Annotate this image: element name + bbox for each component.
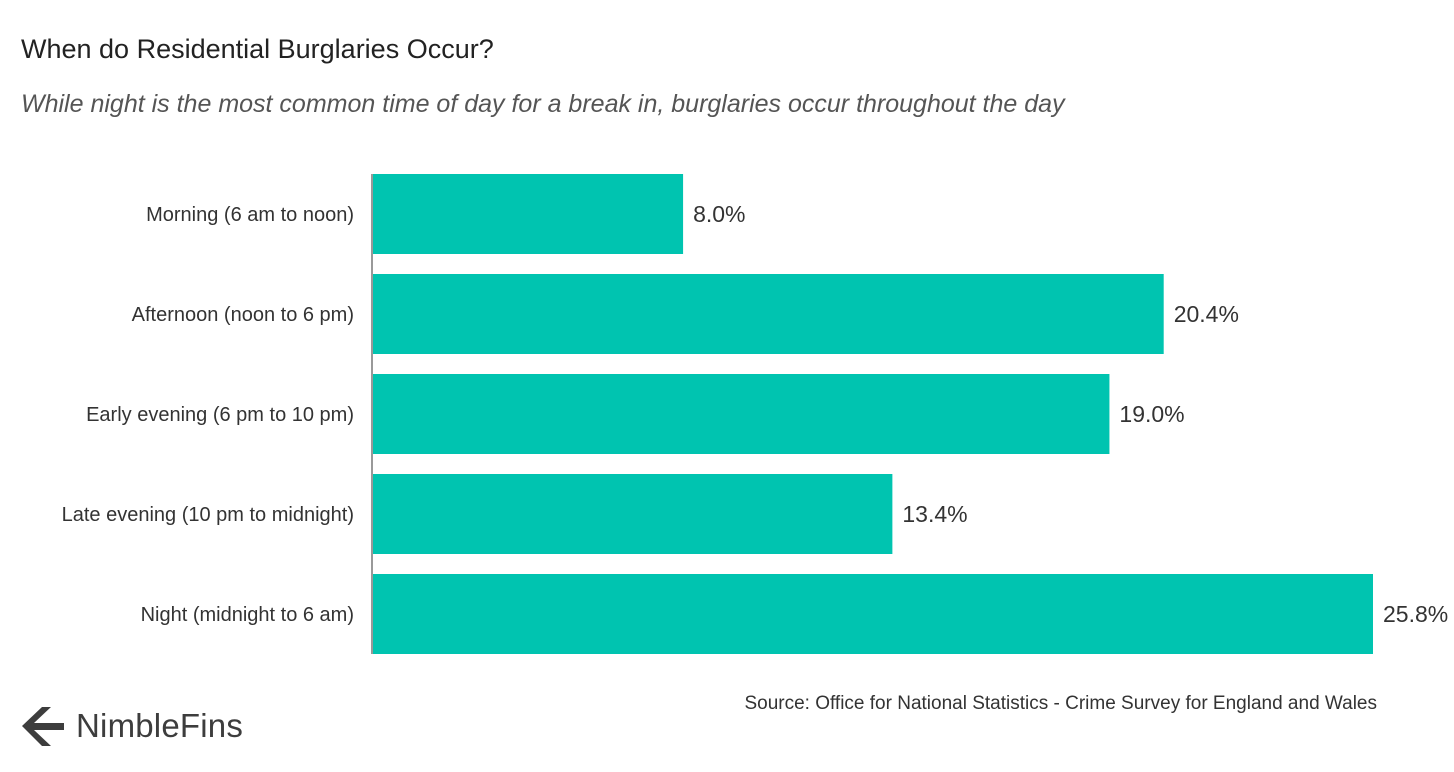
category-label: Late evening (10 pm to midnight)	[62, 504, 354, 526]
category-label: Morning (6 am to noon)	[146, 204, 354, 226]
source-note: Source: Office for National Statistics -…	[744, 693, 1377, 714]
value-label: 13.4%	[902, 501, 967, 527]
chart-title: When do Residential Burglaries Occur?	[21, 34, 494, 64]
value-label: 20.4%	[1174, 301, 1239, 327]
value-label: 8.0%	[693, 201, 745, 227]
category-label: Early evening (6 pm to 10 pm)	[86, 404, 354, 426]
bar	[373, 374, 1110, 454]
category-label: Afternoon (noon to 6 pm)	[132, 304, 354, 326]
logo: NimbleFins	[20, 703, 243, 749]
value-label: 19.0%	[1119, 401, 1184, 427]
bar	[373, 274, 1164, 354]
chart-subtitle: While night is the most common time of d…	[21, 90, 1065, 118]
value-label: 25.8%	[1383, 601, 1448, 627]
bar	[373, 474, 893, 554]
logo-text: NimbleFins	[76, 707, 244, 744]
bar	[373, 174, 684, 254]
bar-chart: Morning (6 am to noon) 8.0% Afternoon (noo…	[62, 174, 1448, 654]
nimblefins-arrow-icon	[22, 707, 64, 746]
bar	[373, 574, 1373, 654]
category-label: Night (midnight to 6 am)	[141, 604, 354, 626]
